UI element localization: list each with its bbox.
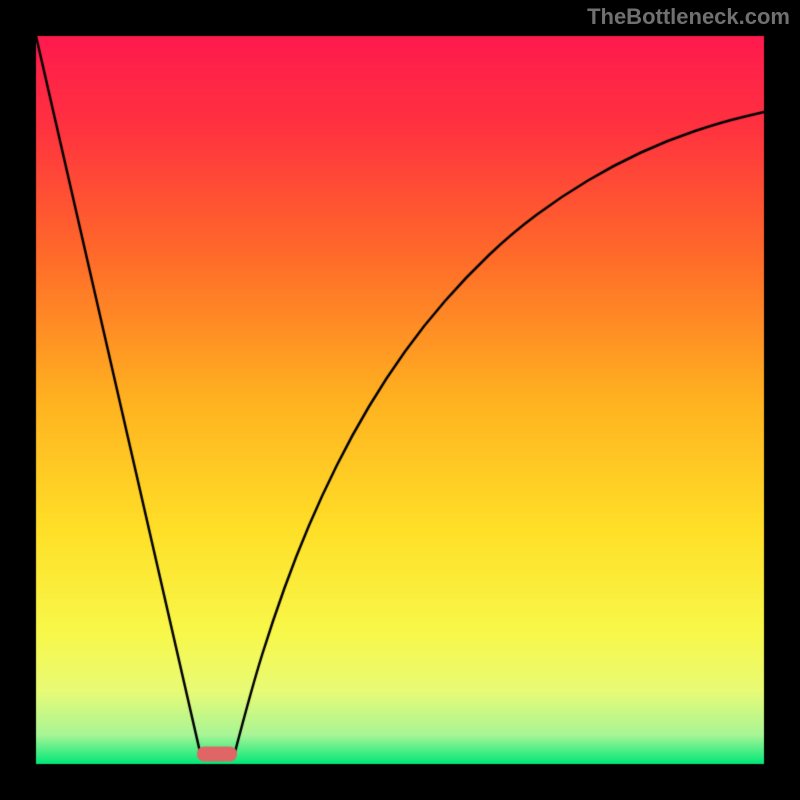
chart-container: TheBottleneck.com <box>0 0 800 800</box>
attribution-label: TheBottleneck.com <box>587 4 790 30</box>
bottleneck-chart <box>0 0 800 800</box>
